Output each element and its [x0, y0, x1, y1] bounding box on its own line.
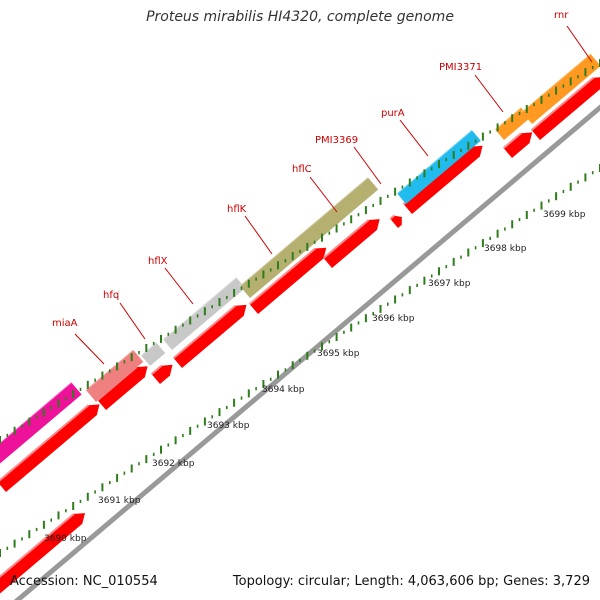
map-title: Proteus mirabilis HI4320, complete genom… [146, 9, 454, 25]
cds-arrow-4 [151, 364, 173, 384]
gene-leader-2 [164, 267, 194, 305]
cds-arrow-11 [531, 77, 600, 140]
gene-leader-4 [309, 176, 338, 213]
cds-arrow-7-highlight [322, 219, 370, 259]
gene-block-miaA [85, 349, 144, 402]
gene-label-5: PMI3369 [315, 135, 358, 146]
gene-block-hfq [141, 342, 166, 366]
scale-label-3: 3693 kbp [207, 421, 250, 431]
gene-block-rnr-b-highlight [521, 52, 591, 113]
gene-block-rnr-b [521, 53, 600, 124]
gene-label-0: miaA [52, 318, 78, 329]
scale-label-4: 3694 kbp [262, 385, 305, 395]
gene-label-3: hflK [227, 204, 247, 215]
scale-label-1: 3691 kbp [98, 496, 141, 506]
cds-arrow-2-highlight [0, 404, 90, 482]
cds-arrow-6 [249, 247, 327, 314]
gene-block-magenta-highlight [0, 381, 72, 444]
gene-block-magenta [0, 382, 82, 464]
gene-leader-1 [119, 302, 146, 340]
scale-label-2: 3692 kbp [152, 459, 195, 469]
gene-leader-6 [399, 119, 429, 157]
cds-arrow-8 [390, 215, 402, 228]
gene-label-6: purA [381, 108, 405, 119]
gene-label-1: hfq [103, 290, 119, 301]
cds-arrow-7 [323, 219, 380, 268]
scale-label-6: 3696 kbp [372, 314, 415, 324]
cds-arrow-1 [0, 513, 85, 594]
cds-arrow-4-highlight [150, 364, 163, 375]
scale-label-9: 3699 kbp [543, 210, 586, 220]
scale-label-7: 3697 kbp [428, 279, 471, 289]
gene-block-rnr-a-highlight [494, 106, 522, 131]
scale-label-0: 3690 kbp [44, 534, 87, 544]
cds-arrow-2 [0, 404, 100, 492]
gene-label-2: hflX [148, 256, 168, 267]
gene-leader-5 [353, 146, 382, 185]
gene-label-4: hflC [292, 164, 312, 175]
cds-arrow-9 [403, 145, 483, 214]
cds-arrow-3 [97, 366, 148, 410]
gene-leader-3 [244, 215, 273, 255]
cds-arrow-6-highlight [248, 247, 316, 305]
gene-label-7: PMI3371 [439, 62, 482, 73]
cds-arrow-10 [503, 132, 533, 158]
scale-label-5: 3695 kbp [317, 349, 360, 359]
gene-block-rnr-a [495, 107, 530, 140]
gene-leader-0 [74, 333, 105, 365]
cds-arrow-10-highlight [502, 132, 522, 149]
cds-arrow-11-highlight [530, 76, 595, 131]
gene-leader-7 [474, 74, 504, 113]
gene-block-hflK [239, 177, 379, 298]
cds-arrow-8-highlight [389, 214, 395, 220]
genome-summary: Topology: circular; Length: 4,063,606 bp… [232, 574, 590, 589]
gene-leader-8 [566, 25, 593, 63]
scale-label-8: 3698 kbp [484, 244, 527, 254]
cds-arrow-5 [173, 304, 247, 368]
genome-backbone [13, 104, 600, 600]
gene-block-hflK-highlight [239, 176, 369, 287]
gene-label-8: rnr [554, 10, 569, 21]
accession-text: Accession: NC_010554 [10, 574, 158, 589]
cds-arrow-1-highlight [0, 513, 75, 578]
cds-arrow-5-highlight [172, 304, 237, 359]
